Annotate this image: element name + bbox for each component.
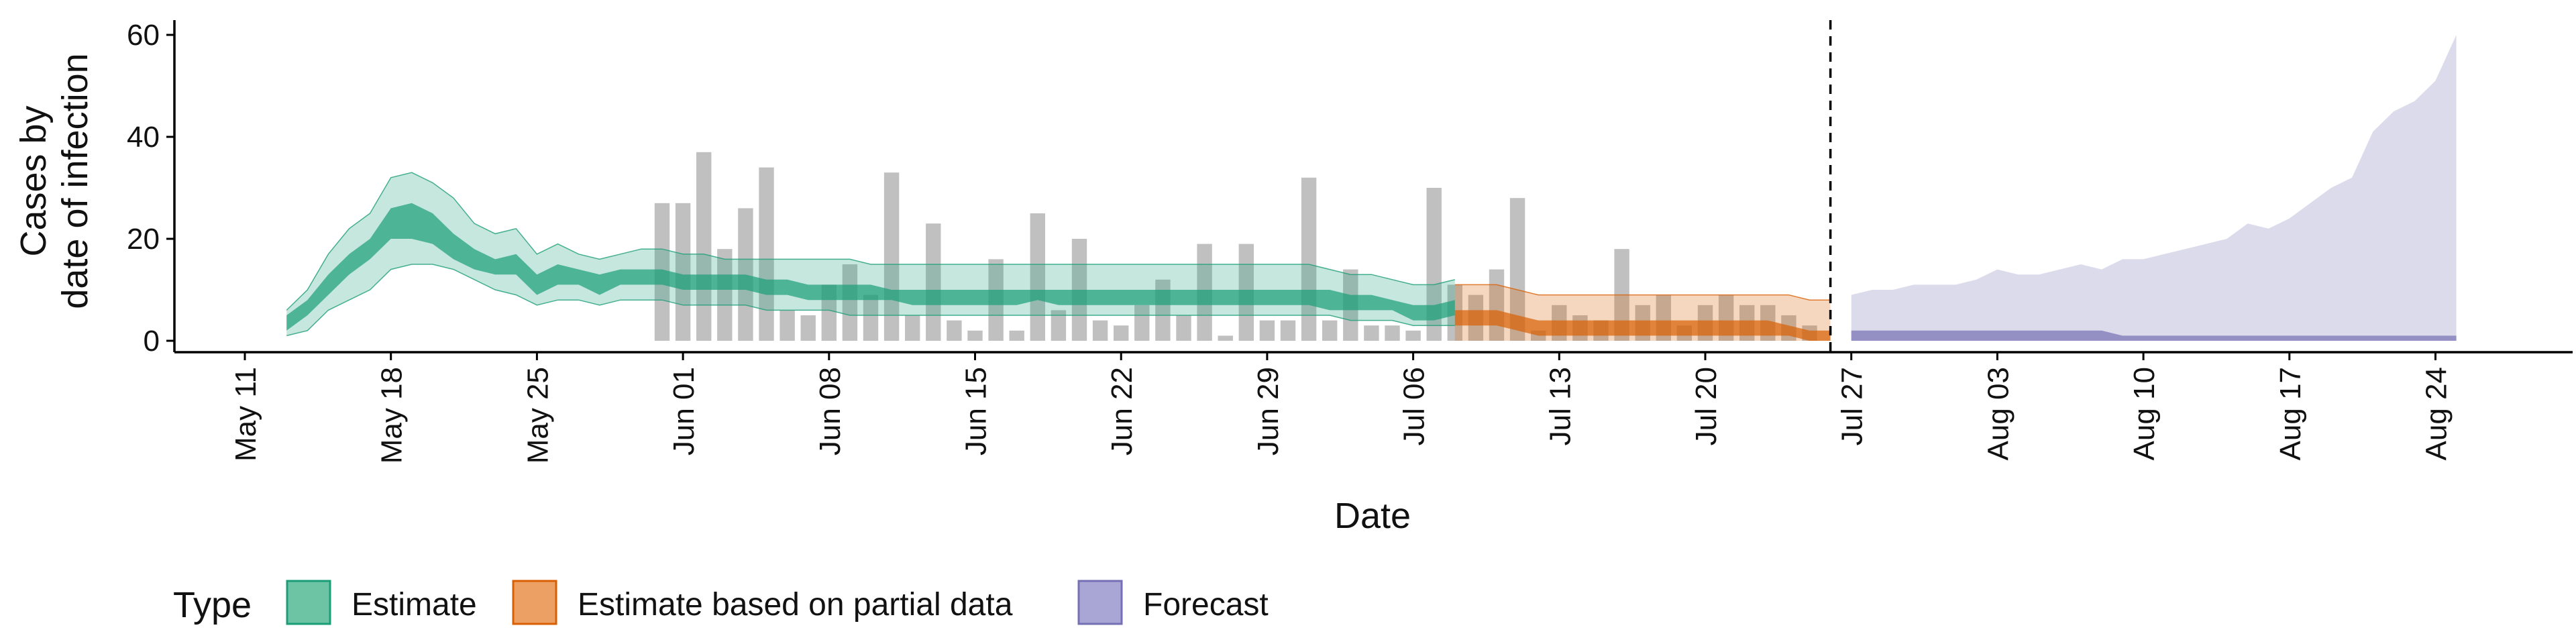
y-axis-label-line: Cases by	[13, 105, 54, 256]
reported-cases-bar	[967, 330, 983, 341]
forecast-90-band	[1851, 35, 2457, 341]
reported-cases-bar	[800, 315, 816, 341]
estimate-90-upper-line	[286, 172, 1455, 311]
x-tick-label: Jun 08	[814, 367, 847, 455]
x-tick-label: May 11	[229, 367, 262, 462]
reported-cases-bar	[905, 315, 920, 341]
partial-50-band	[1454, 310, 1831, 341]
x-tick-label: Aug 24	[2420, 367, 2453, 460]
legend-swatch	[512, 580, 557, 625]
reported-cases-bar	[1218, 335, 1233, 341]
legend-swatch	[286, 580, 331, 625]
reported-cases-bar	[696, 152, 712, 341]
reported-cases-bar	[842, 264, 858, 341]
legend-swatch	[1077, 580, 1123, 625]
legend-title: Type	[173, 585, 252, 625]
reported-cases-bar	[1280, 320, 1296, 341]
reported-cases-bar	[947, 320, 962, 341]
reported-cases-bar	[780, 310, 795, 341]
axes: 0 20 40 60 Cases bydate of infection May 11 Ma…	[13, 19, 2573, 536]
x-tick-label: May 18	[376, 367, 409, 464]
reported-cases-bar	[1426, 188, 1442, 341]
reported-cases-bar	[1134, 305, 1150, 341]
reported-cases-bar	[1259, 320, 1275, 341]
reported-cases-bar	[1322, 320, 1338, 341]
reported-cases-bar	[717, 249, 733, 341]
legend: Type Estimate Estimate based on partial da…	[173, 580, 1269, 625]
reported-cases-bar	[1009, 330, 1024, 341]
reported-cases-bar	[675, 203, 691, 341]
legend-label: Estimate	[352, 587, 477, 623]
reported-cases-bar	[1051, 310, 1067, 341]
y-axis-label: Cases bydate of infection	[13, 53, 95, 309]
reported-cases-bar	[863, 294, 879, 341]
reported-cases-bar	[926, 223, 941, 341]
x-axis-label: Date	[1334, 496, 1411, 536]
y-axis-label-line: date of infection	[55, 53, 95, 309]
reported-cases-bar	[1364, 325, 1379, 341]
x-tick-label: Aug 17	[2274, 367, 2307, 460]
estimate-90-lower-line	[286, 264, 1455, 337]
partial-90-upper-line	[1454, 284, 1831, 301]
reported-cases-bar	[759, 167, 774, 341]
x-tick-label: Aug 10	[2128, 367, 2161, 460]
legend-label: Estimate based on partial data	[578, 587, 1013, 623]
x-tick-label: Jul 27	[1836, 367, 1869, 445]
x-tick-label: Jun 22	[1106, 367, 1138, 455]
reported-cases-bar	[1301, 177, 1317, 341]
y-tick-label: 60	[127, 19, 160, 52]
reported-cases-bar	[1385, 325, 1400, 341]
reported-cases-bar	[1509, 198, 1525, 341]
y-tick-label: 0	[144, 325, 160, 358]
x-tick-label: Aug 03	[1982, 367, 2015, 460]
x-tick-label: Jun 15	[960, 367, 993, 455]
forecast-50-band	[1851, 330, 2457, 341]
x-tick-label: Jul 13	[1544, 367, 1576, 445]
reported-cases-bar	[1405, 330, 1421, 341]
y-tick-label: 20	[127, 223, 160, 256]
x-tick-label: May 25	[521, 367, 554, 464]
y-tick-label: 40	[127, 121, 160, 154]
reported-cases-bar	[1092, 320, 1108, 341]
x-tick-label: Jul 06	[1398, 367, 1431, 445]
x-tick-label: Jun 29	[1252, 367, 1285, 455]
reported-cases-bar	[1114, 325, 1129, 341]
reported-cases-bar	[1030, 213, 1045, 341]
plot-area	[286, 20, 2457, 352]
x-tick-label: Jul 20	[1690, 367, 1723, 445]
estimate-50-band	[286, 203, 1455, 331]
legend-label: Forecast	[1143, 587, 1269, 623]
reported-cases-bar	[1176, 315, 1191, 341]
x-tick-label: Jun 01	[667, 367, 700, 455]
